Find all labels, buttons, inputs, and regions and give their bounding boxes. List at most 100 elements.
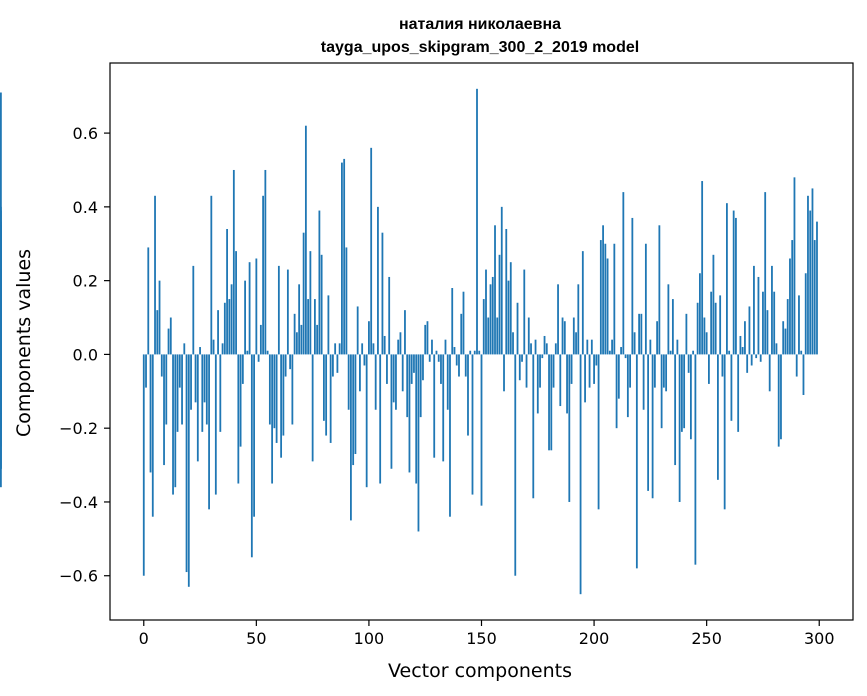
bar (536, 354, 539, 414)
bar (338, 343, 341, 355)
bar (656, 321, 659, 355)
bar (257, 354, 260, 362)
bar (798, 295, 800, 355)
bar (714, 302, 717, 355)
bar (469, 350, 472, 355)
bar (230, 284, 233, 355)
bar (160, 354, 163, 377)
bar (417, 354, 420, 532)
bar (415, 354, 418, 484)
bar (356, 306, 359, 355)
bar (196, 354, 199, 462)
bar (154, 195, 156, 355)
bar (467, 354, 469, 436)
bar (485, 269, 487, 355)
bar (757, 276, 760, 355)
bar (507, 280, 510, 355)
bar (199, 347, 201, 355)
y-tick-label: −0.4 (59, 493, 98, 512)
bar (527, 317, 530, 355)
bar (703, 317, 706, 355)
bar (228, 299, 231, 355)
bar (566, 354, 568, 414)
bar (300, 324, 303, 355)
bar (374, 354, 377, 410)
bar (568, 354, 571, 502)
bar (732, 210, 735, 355)
bar (165, 354, 168, 425)
bar (626, 354, 629, 418)
bar (590, 339, 593, 355)
bar (273, 354, 276, 429)
bar (532, 354, 535, 499)
bar (442, 354, 445, 462)
bar (804, 273, 807, 355)
bar (318, 210, 321, 355)
bar (701, 181, 704, 355)
bar (518, 354, 521, 381)
bar (708, 354, 710, 384)
bar (397, 339, 400, 355)
bar (577, 284, 580, 355)
bar (712, 254, 715, 355)
bar (142, 354, 145, 576)
bar (253, 354, 255, 517)
bar (523, 269, 526, 355)
bar (244, 280, 246, 355)
bar (428, 354, 431, 362)
bar (282, 354, 285, 436)
bar (205, 354, 208, 425)
bar (284, 354, 287, 377)
x-tick-label: 200 (579, 629, 610, 648)
bar (604, 243, 607, 355)
bar (793, 177, 796, 355)
bar (295, 332, 298, 355)
bar (192, 265, 195, 355)
bar (246, 350, 249, 355)
bar (755, 354, 758, 359)
bar (498, 254, 501, 355)
bar (667, 284, 670, 355)
bar (0, 354, 2, 377)
bar (464, 354, 467, 377)
bar (352, 354, 355, 466)
bar (266, 350, 269, 355)
bar (203, 354, 206, 403)
bar (401, 354, 404, 392)
bar (521, 354, 523, 362)
bar (392, 354, 395, 403)
bar (775, 343, 778, 355)
y-tick-label: 0.2 (73, 272, 98, 291)
bar (167, 328, 170, 355)
bar (176, 354, 179, 432)
bar (307, 299, 310, 355)
bar (178, 354, 181, 388)
bar (248, 262, 251, 355)
bar (302, 232, 305, 355)
bar (480, 354, 483, 506)
x-tick-label: 250 (691, 629, 722, 648)
bar (262, 195, 264, 355)
bar (665, 354, 668, 392)
bar (753, 265, 755, 355)
bar (640, 313, 643, 355)
bar (624, 354, 627, 359)
bar (786, 299, 789, 355)
bar (595, 354, 598, 366)
bar (649, 339, 652, 355)
bar (354, 354, 357, 455)
bar (383, 335, 386, 355)
bar (437, 354, 440, 362)
chart-title: наталия николаевна (399, 16, 561, 33)
bar (471, 354, 474, 495)
bar (410, 354, 413, 384)
bar (737, 354, 740, 432)
bar (350, 354, 352, 521)
bar (241, 354, 244, 384)
bar (293, 313, 296, 355)
y-tick-label: 0.0 (73, 345, 98, 364)
bar (190, 354, 192, 410)
bar (543, 335, 546, 355)
bar (235, 251, 237, 355)
bar (692, 350, 695, 355)
